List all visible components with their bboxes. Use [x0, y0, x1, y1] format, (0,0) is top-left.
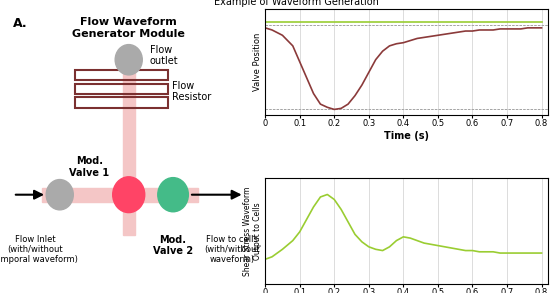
Text: Flow Inlet
(with/without
temporal waveform): Flow Inlet (with/without temporal wavefo…: [0, 235, 78, 265]
Circle shape: [46, 180, 73, 210]
Circle shape: [112, 177, 145, 213]
Text: Flow Waveform
Generator Module: Flow Waveform Generator Module: [72, 17, 185, 39]
Y-axis label: Shear Stress Waveform
Output to Cells: Shear Stress Waveform Output to Cells: [243, 187, 263, 276]
Bar: [75, 70, 168, 80]
Text: Mod.
Valve 1: Mod. Valve 1: [69, 156, 109, 178]
Bar: [129, 188, 198, 202]
Bar: [75, 84, 168, 94]
Text: Example of Waveform Generation: Example of Waveform Generation: [214, 0, 379, 7]
X-axis label: Time (s): Time (s): [384, 131, 429, 141]
Text: Mod.
Valve 2: Mod. Valve 2: [153, 235, 193, 256]
Text: Flow
outlet: Flow outlet: [150, 45, 178, 67]
Circle shape: [158, 178, 188, 212]
Text: A.: A.: [13, 17, 28, 30]
Circle shape: [115, 45, 142, 75]
Bar: [43, 188, 122, 202]
Bar: [75, 98, 168, 108]
Bar: [122, 69, 135, 235]
Text: Flow to cells
(with/without
waveform): Flow to cells (with/without waveform): [204, 235, 260, 265]
Text: Flow
Resistor: Flow Resistor: [172, 81, 211, 102]
Y-axis label: Valve Position: Valve Position: [253, 33, 263, 91]
